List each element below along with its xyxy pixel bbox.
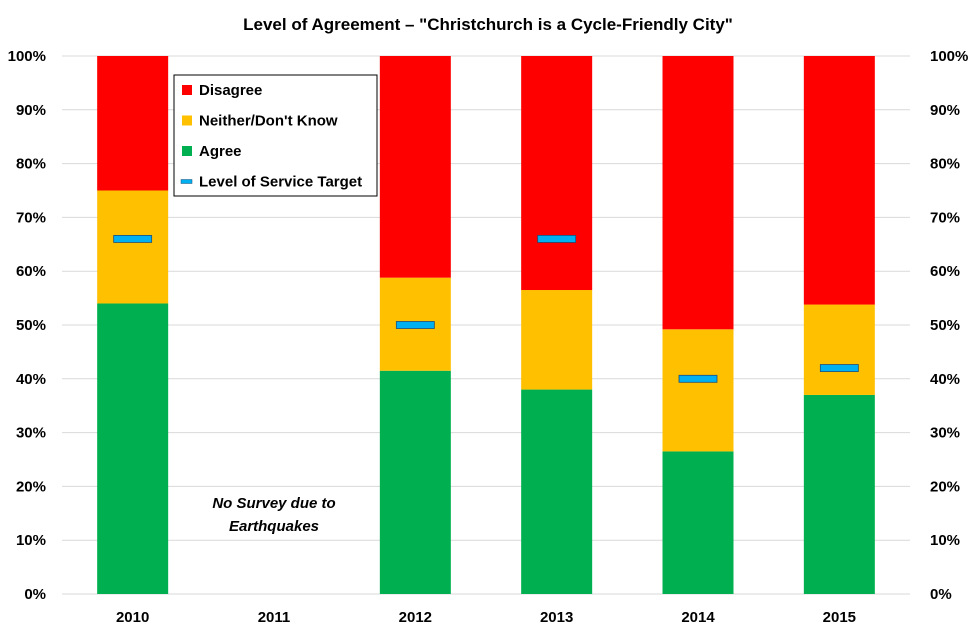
bar-disagree-2012 <box>379 56 451 278</box>
right-axis: 0% 10% 20% 30% 40% 50% 60% 70% 80% 90% 100% <box>930 48 968 603</box>
y-tick-label-right: 90% <box>930 102 960 119</box>
y-tick-label-right: 80% <box>930 156 960 173</box>
gridlines <box>62 55 910 595</box>
y-tick-label-right: 10% <box>930 532 960 549</box>
x-tick-label: 2013 <box>540 609 573 626</box>
legend-label: Disagree <box>199 82 262 99</box>
y-tick-label-left: 40% <box>16 371 46 388</box>
y-tick-label-left: 90% <box>16 102 46 119</box>
annotation-text: No Survey due to <box>212 495 335 512</box>
x-tick-label: 2015 <box>823 609 856 626</box>
y-tick-label-left: 30% <box>16 425 46 442</box>
y-tick-label-left: 100% <box>8 48 46 65</box>
x-tick-label: 2011 <box>258 609 291 626</box>
legend-swatch <box>182 85 192 95</box>
legend-label: Neither/Don't Know <box>199 113 338 130</box>
y-tick-label-right: 20% <box>930 478 960 495</box>
bar-disagree-2010 <box>97 56 169 191</box>
x-tick-label: 2012 <box>399 609 432 626</box>
y-tick-label-right: 70% <box>930 209 960 226</box>
legend: Disagree Neither/Don't Know Agree Level of … <box>173 74 378 197</box>
bar-neither-don-t-know-2010 <box>97 190 169 304</box>
bar-disagree-2014 <box>662 56 734 330</box>
y-tick-label-left: 10% <box>16 532 46 549</box>
bar-agree-2013 <box>521 389 593 594</box>
target-marker-2013 <box>537 235 577 243</box>
target-marker-2010 <box>113 235 153 243</box>
chart-title: Level of Agreement – "Christchurch is a … <box>243 15 733 34</box>
bar-neither-don-t-know-2013 <box>521 290 593 390</box>
bar-disagree-2013 <box>521 56 593 291</box>
legend-box <box>173 74 378 197</box>
y-tick-label-right: 30% <box>930 425 960 442</box>
target-marker-2015 <box>819 364 859 372</box>
legend-label: Level of Service Target <box>199 174 362 191</box>
y-tick-label-left: 20% <box>16 478 46 495</box>
bar-agree-2015 <box>803 394 875 594</box>
y-tick-label-right: 40% <box>930 371 960 388</box>
bar-neither-don-t-know-2015 <box>803 304 875 395</box>
legend-swatch <box>182 146 192 156</box>
legend-swatch <box>182 115 192 126</box>
bar-agree-2014 <box>662 451 734 594</box>
y-tick-label-right: 50% <box>930 317 960 334</box>
bars <box>97 56 875 594</box>
annotation-text: Earthquakes <box>229 518 319 535</box>
target-marker-2014 <box>678 374 718 383</box>
y-tick-label-left: 80% <box>16 156 46 173</box>
y-tick-label-right: 100% <box>930 48 968 65</box>
legend-label: Agree <box>199 143 242 160</box>
left-axis: 0% 10% 20% 30% 40% 50% 60% 70% 80% 90% 100% <box>8 48 46 603</box>
y-tick-label-right: 0% <box>930 586 952 603</box>
x-tick-label: 2010 <box>116 609 149 626</box>
x-tick-label: 2014 <box>681 609 715 626</box>
y-tick-label-left: 0% <box>24 586 46 603</box>
y-tick-label-left: 50% <box>16 317 46 334</box>
bar-neither-don-t-know-2014 <box>662 329 734 452</box>
legend-swatch-target <box>180 179 193 184</box>
target-marker-2012 <box>395 321 435 329</box>
bar-agree-2012 <box>379 370 451 594</box>
y-tick-label-right: 60% <box>930 263 960 280</box>
annotation: No Survey due to Earthquakes <box>212 495 335 535</box>
bar-disagree-2015 <box>803 56 875 305</box>
y-tick-label-left: 70% <box>16 209 46 226</box>
x-axis: 2010 2011 2012 2013 2014 2015 <box>116 609 856 626</box>
y-tick-label-left: 60% <box>16 263 46 280</box>
bar-agree-2010 <box>97 303 169 594</box>
targets <box>113 235 859 383</box>
